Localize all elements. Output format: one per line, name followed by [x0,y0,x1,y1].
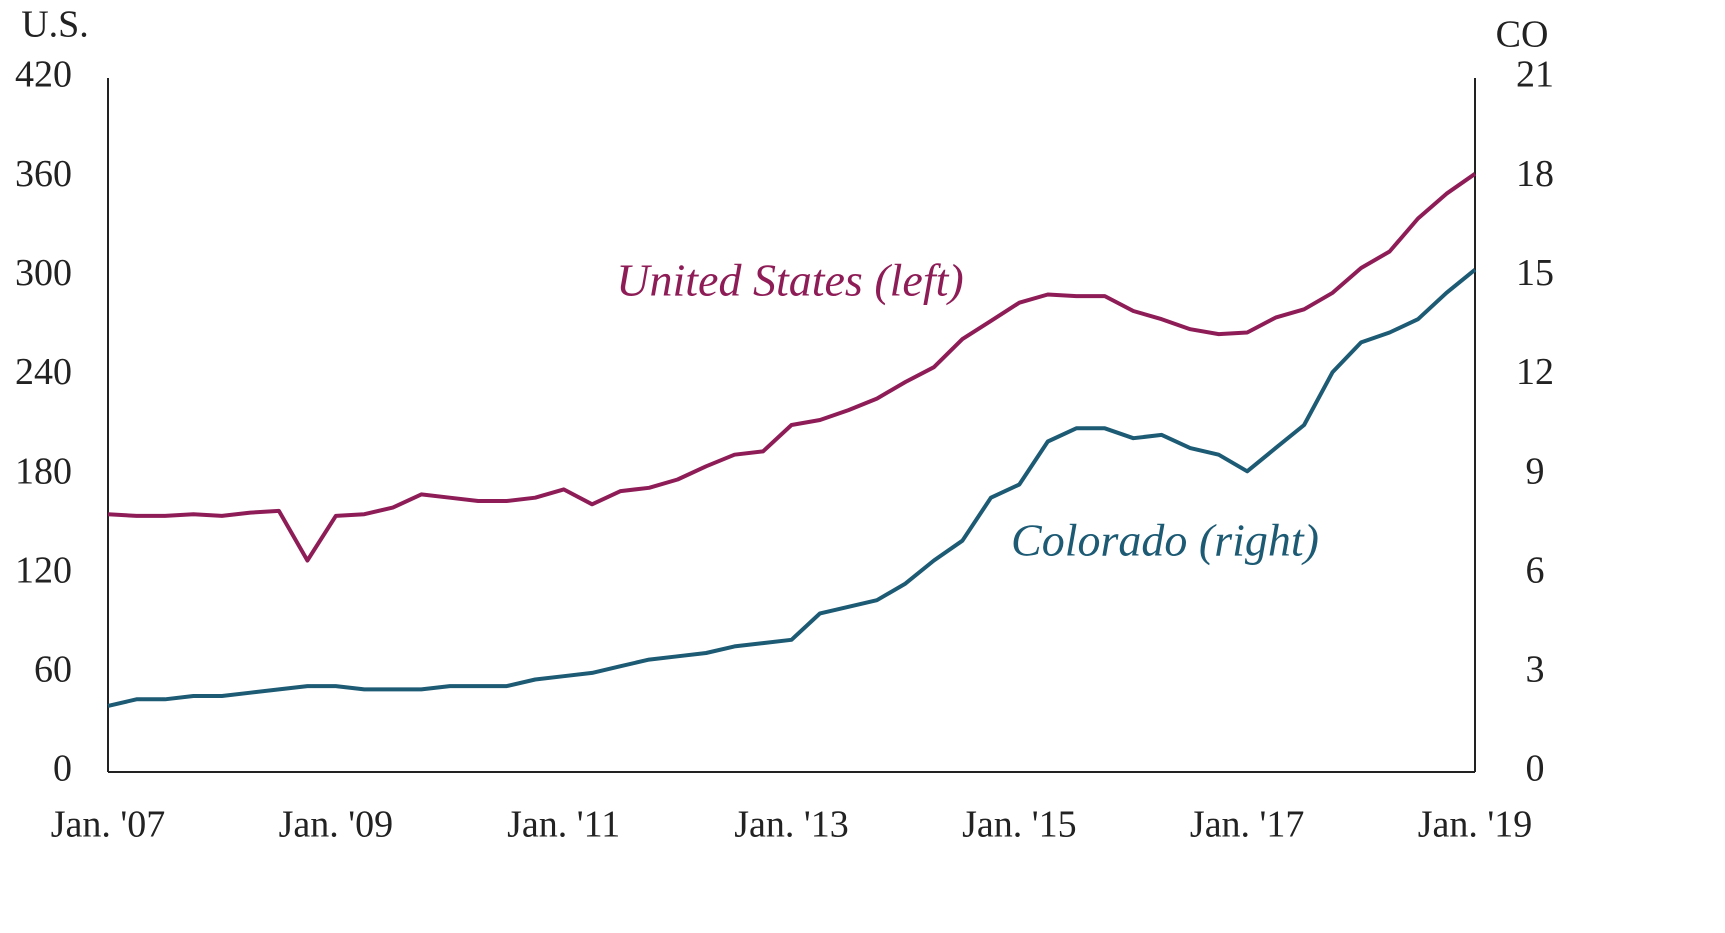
y2-tick-label: 18 [1516,153,1554,195]
x-tick-label: Jan. '17 [1190,804,1305,846]
y2-tick-label: 6 [1526,549,1545,591]
y2-tick-label: 3 [1526,649,1545,691]
y-axis-title: U.S. [21,4,89,46]
y-tick-label: 300 [15,252,72,294]
x-tick-label: Jan. '13 [734,804,849,846]
y2-axis-title: CO [1496,14,1549,56]
y-tick-label: 420 [15,54,72,96]
x-tick-label: Jan. '09 [279,804,394,846]
x-tick-label: Jan. '15 [962,804,1077,846]
x-tick-label: Jan. '11 [507,804,620,846]
series-line [107,268,1477,708]
y-tick-label: 180 [15,450,72,492]
y-tick-label: 60 [34,649,72,691]
y2-tick-label: 15 [1516,252,1554,294]
x-tick-label: Jan. '19 [1418,804,1533,846]
y2-tick-label: 9 [1526,450,1545,492]
x-tick-label: Jan. '07 [51,804,166,846]
series-label: Colorado (right) [1011,515,1319,566]
y2-tick-label: 12 [1516,351,1554,393]
y2-tick-label: 21 [1516,54,1554,96]
y-tick-label: 0 [53,748,72,790]
y2-tick-label: 0 [1526,748,1545,790]
series-line [107,172,1477,563]
series-label: United States (left) [616,255,963,306]
y-tick-label: 360 [15,153,72,195]
y-tick-label: 120 [15,549,72,591]
y-tick-label: 240 [15,351,72,393]
